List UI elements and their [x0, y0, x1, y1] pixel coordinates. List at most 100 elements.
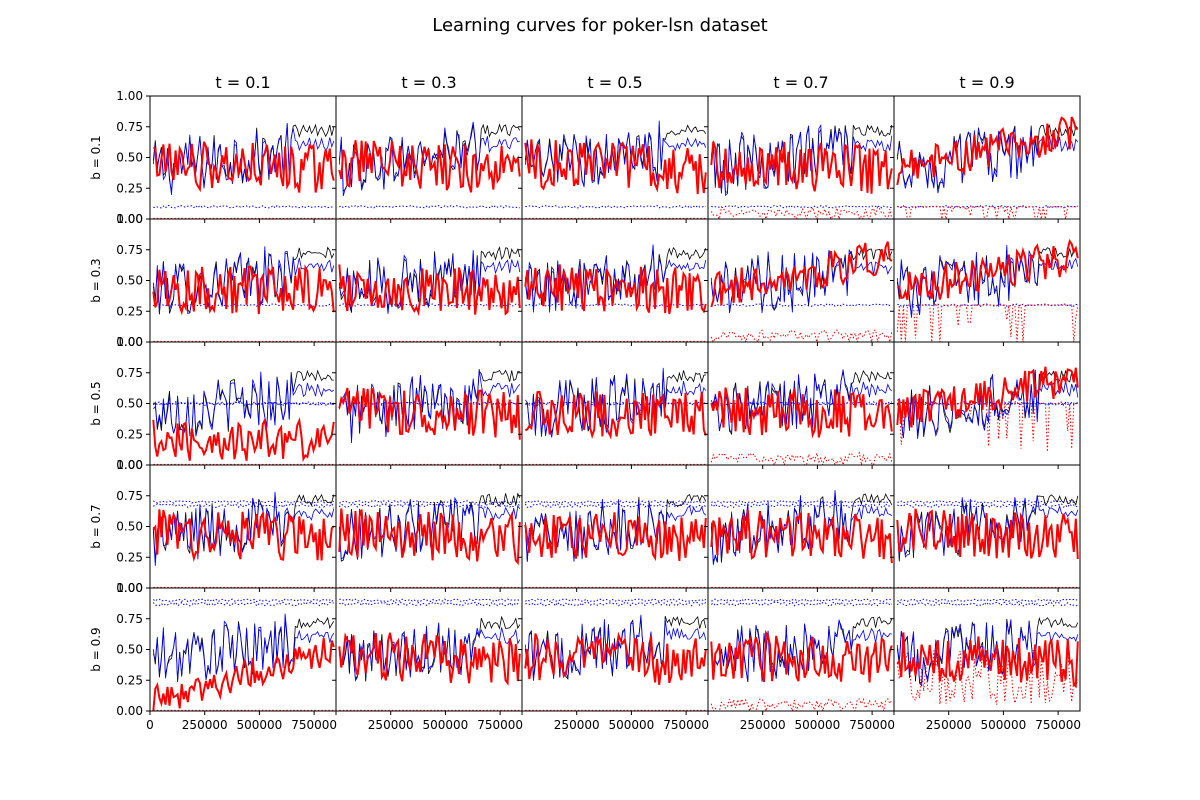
- blue-solid-series: [710, 619, 892, 682]
- x-tick-label: 500000: [981, 718, 1027, 732]
- y-tick-label: 0.25: [116, 550, 143, 564]
- panel-r4-c3: 250000 500000 750000: [704, 587, 895, 732]
- blue-dotted-series-2: [710, 503, 893, 509]
- plot-area: [710, 123, 893, 219]
- x-tick-label: 250000: [182, 718, 228, 732]
- blue-dotted-series: [524, 500, 707, 504]
- y-tick-label: 0.00: [116, 581, 143, 595]
- column-title: t = 0.1: [215, 73, 270, 92]
- blue-dotted-series-2: [524, 503, 707, 509]
- blue-solid-series: [338, 250, 521, 314]
- blue-dotted-series-2: [525, 601, 707, 607]
- panel-r4-c2: 250000 500000 750000: [518, 587, 709, 732]
- column-title: t = 0.3: [401, 73, 456, 92]
- plot-area: [896, 598, 1079, 705]
- blue-dotted-series: [711, 204, 892, 209]
- panel-r3-c4: [890, 464, 1081, 592]
- y-tick-label: 0.75: [116, 366, 143, 380]
- x-tick-label: 500000: [423, 718, 469, 732]
- panel-frame: [335, 341, 523, 466]
- blue-solid-series: [710, 249, 893, 314]
- panel-r4-c0: 0.00 0.25 0.50 0.75 1.00 0 250000 500000 750000: [116, 581, 337, 732]
- plot-area: [896, 494, 1079, 588]
- y-tick-label: 1.00: [116, 581, 143, 595]
- plot-area: [152, 246, 335, 342]
- y-tick-label: 0.50: [116, 397, 143, 411]
- y-tick-label: 0.00: [116, 704, 143, 718]
- y-tick-label: 1.00: [116, 458, 143, 472]
- red-solid-series: [897, 238, 1079, 301]
- y-tick-label: 0.25: [116, 673, 143, 687]
- panel-r3-c0: 0.00 0.25 0.50 0.75 1.00: [116, 458, 337, 595]
- column-title: t = 0.7: [773, 73, 828, 92]
- y-tick-label: 0.25: [116, 304, 143, 318]
- panel-r0-c4: [890, 95, 1081, 223]
- blue-dotted-series-2: [153, 502, 335, 509]
- x-tick-label: 250000: [554, 718, 600, 732]
- blue-dotted-series-2: [339, 601, 521, 607]
- plot-area: [710, 369, 893, 465]
- red-solid-series: [524, 139, 707, 195]
- y-tick-label: 0.75: [116, 243, 143, 257]
- y-tick-label: 0.00: [116, 458, 143, 472]
- red-solid-series: [524, 512, 707, 562]
- panel-r0-c1: [332, 95, 523, 223]
- x-tick-label: 250000: [926, 718, 972, 732]
- panel-r3-c2: [518, 464, 709, 592]
- red-solid-series: [152, 264, 335, 316]
- blue-dotted-series-2: [152, 601, 334, 607]
- x-tick-label: 500000: [237, 718, 283, 732]
- panel-r1-c0: 0.00 0.25 0.50 0.75 1.00: [116, 212, 337, 349]
- blue-dotted-series: [525, 204, 706, 209]
- x-tick-label: 500000: [795, 718, 841, 732]
- blue-dotted-series: [711, 598, 893, 603]
- plot-area: [338, 492, 521, 588]
- x-tick-label: 250000: [368, 718, 414, 732]
- red-dotted-series: [896, 649, 1079, 705]
- red-solid-series: [524, 390, 707, 440]
- plot-area: [524, 367, 707, 465]
- panel-r1-c4: [890, 218, 1081, 346]
- y-tick-label: 0.25: [116, 427, 143, 441]
- blue-dotted-series: [153, 204, 334, 209]
- plot-area: [896, 116, 1079, 219]
- blue-dotted-series: [152, 303, 335, 307]
- blue-dotted-series: [339, 401, 521, 406]
- plot-area: [338, 369, 521, 465]
- plot-area: [152, 491, 335, 588]
- y-tick-label: 0.50: [116, 520, 143, 534]
- panel-r0-c3: [704, 95, 895, 223]
- red-solid-series: [338, 632, 521, 686]
- y-tick-label: 0.00: [116, 335, 143, 349]
- panel-r3-c3: [704, 464, 895, 592]
- red-solid-series: [710, 509, 893, 564]
- blue-solid-series: [152, 246, 335, 315]
- row-label: b = 0.5: [89, 381, 103, 425]
- plot-area: [338, 121, 521, 219]
- y-tick-label: 1.00: [116, 89, 143, 103]
- blue-solid-series: [524, 244, 707, 313]
- blue-dotted-series-2: [897, 502, 1078, 508]
- red-solid-series: [338, 508, 521, 566]
- blue-dotted-series: [711, 500, 893, 504]
- red-solid-series: [153, 141, 335, 193]
- blue-solid-series: [896, 619, 1079, 687]
- red-solid-series: [524, 631, 707, 685]
- blue-solid-series: [338, 622, 521, 682]
- blue-dotted-series: [711, 303, 892, 307]
- panel-frame: [149, 464, 337, 589]
- panel-r2-c3: [704, 341, 895, 469]
- panel-r1-c2: [518, 218, 709, 346]
- plot-area: [524, 120, 707, 219]
- blue-dotted-series: [525, 598, 707, 602]
- row-label: b = 0.9: [89, 627, 103, 671]
- y-tick-label: 0.50: [116, 643, 143, 657]
- panel-r4-c1: 250000 500000 750000: [332, 587, 523, 732]
- panel-r2-c4: [890, 341, 1081, 469]
- plot-area: [338, 246, 521, 342]
- row-label: b = 0.7: [89, 504, 103, 548]
- red-solid-series: [896, 508, 1079, 560]
- panel-grid: 0.000.250.500.751.000.000.250.500.751.00…: [89, 73, 1081, 732]
- blue-dotted-series: [339, 303, 521, 307]
